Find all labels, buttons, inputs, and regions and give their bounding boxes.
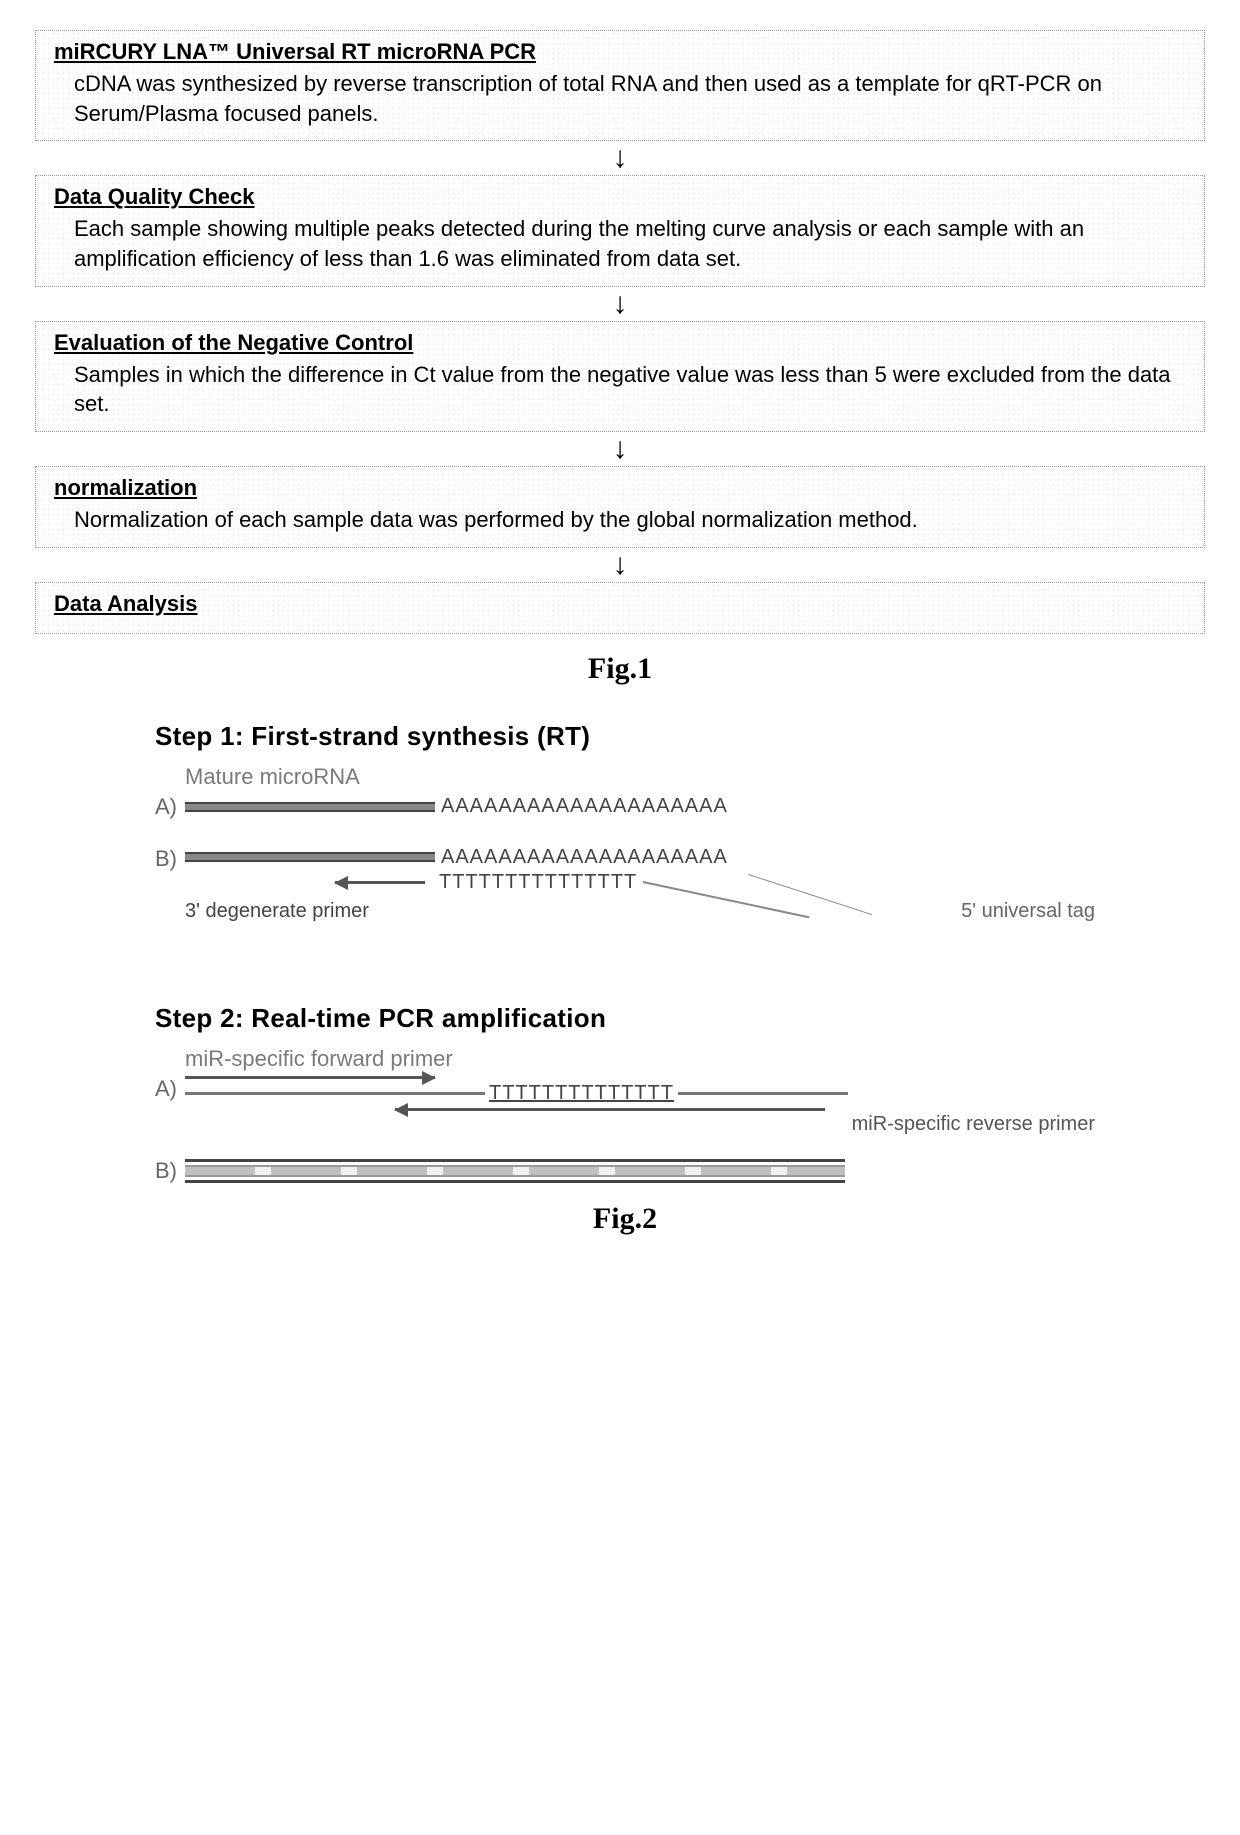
reverse-primer-arrow-icon — [395, 1108, 825, 1111]
mirna-strand — [185, 852, 435, 862]
flow-box-body: Each sample showing multiple peaks detec… — [54, 214, 1186, 273]
flow-box-quality-check: Data Quality Check Each sample showing m… — [35, 175, 1205, 286]
step2-title: Step 2: Real-time PCR amplification — [155, 1003, 1095, 1034]
row-letter: B) — [155, 1158, 185, 1184]
primer-arrow-left-icon — [335, 881, 425, 884]
template-strand-top — [185, 1092, 485, 1095]
step1-row-a: A) AAAAAAAAAAAAAAAAAAAA — [155, 794, 1095, 820]
step1-row-b: B) AAAAAAAAAAAAAAAAAAAA TTTTTTTTTTTTTTT — [155, 846, 1095, 894]
step1-annotation-row: 3' degenerate primer 5' universal tag — [185, 900, 1095, 923]
reverse-primer-label: miR-specific reverse primer — [185, 1113, 1095, 1136]
figure-1-caption: Fig.1 — [35, 652, 1205, 686]
polya-tail: AAAAAAAAAAAAAAAAAAAA — [441, 846, 728, 869]
flow-box-title: miRCURY LNA™ Universal RT microRNA PCR — [54, 39, 1186, 65]
down-arrow-icon: ↓ — [35, 550, 1205, 580]
polya-tail: AAAAAAAAAAAAAAAAAAAA — [441, 795, 728, 818]
amplified-duplex — [185, 1159, 845, 1183]
universal-tag-label: 5' universal tag — [961, 900, 1095, 923]
flow-box-normalization: normalization Normalization of each samp… — [35, 466, 1205, 548]
flow-box-negative-control: Evaluation of the Negative Control Sampl… — [35, 321, 1205, 432]
figure-2-caption: Fig.2 — [155, 1202, 1095, 1236]
row-letter: A) — [155, 794, 185, 820]
polyt-template: TTTTTTTTTTTTTT — [489, 1082, 674, 1105]
step2-row-b: B) — [155, 1158, 1095, 1184]
flow-box-data-analysis: Data Analysis — [35, 582, 1205, 634]
down-arrow-icon: ↓ — [35, 143, 1205, 173]
mirna-strand — [185, 802, 435, 812]
down-arrow-icon: ↓ — [35, 434, 1205, 464]
degenerate-primer-label: 3' degenerate primer — [185, 900, 369, 923]
flow-box-mircury: miRCURY LNA™ Universal RT microRNA PCR c… — [35, 30, 1205, 141]
step1-title: Step 1: First-strand synthesis (RT) — [155, 721, 1095, 752]
flow-box-body: Samples in which the difference in Ct va… — [54, 360, 1186, 419]
mature-microrna-label: Mature microRNA — [185, 764, 1095, 790]
template-strand-tail — [678, 1092, 848, 1095]
flow-box-title: Data Analysis — [54, 591, 1186, 617]
flow-box-title: Data Quality Check — [54, 184, 1186, 210]
flow-box-title: Evaluation of the Negative Control — [54, 330, 1186, 356]
flow-box-title: normalization — [54, 475, 1186, 501]
figure-2: Step 1: First-strand synthesis (RT) Matu… — [35, 721, 1205, 1236]
step2-row-a: A) TTTTTTTTTTTTTT miR-specific reverse p… — [155, 1076, 1095, 1136]
down-arrow-icon: ↓ — [35, 289, 1205, 319]
row-letter: B) — [155, 846, 185, 872]
flow-box-body: Normalization of each sample data was pe… — [54, 505, 1186, 535]
forward-primer-arrow-icon — [185, 1076, 435, 1079]
forward-primer-label: miR-specific forward primer — [185, 1046, 1095, 1072]
figure-1: miRCURY LNA™ Universal RT microRNA PCR c… — [35, 30, 1205, 686]
flow-box-body: cDNA was synthesized by reverse transcri… — [54, 69, 1186, 128]
row-letter: A) — [155, 1076, 185, 1102]
polyt-primer: TTTTTTTTTTTTTTT — [439, 871, 637, 894]
